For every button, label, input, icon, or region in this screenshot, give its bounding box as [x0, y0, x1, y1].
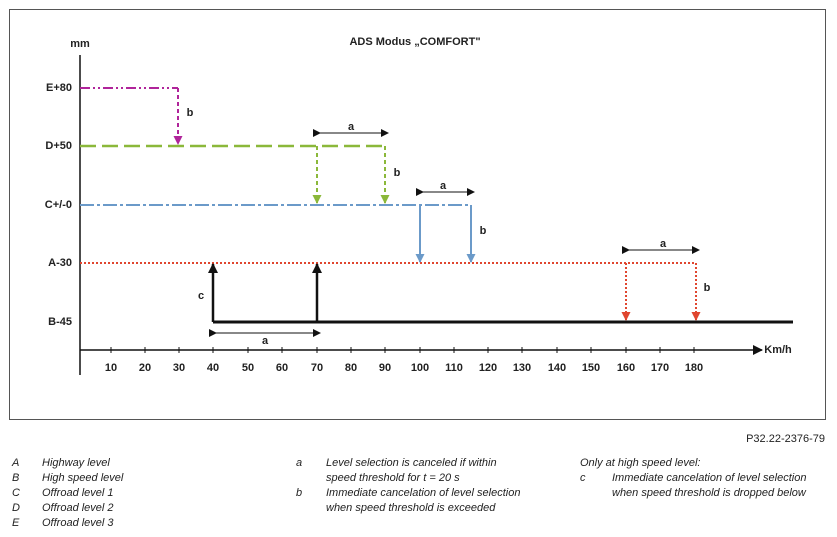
legend-key: A — [12, 457, 20, 469]
x-tick-label: 40 — [207, 362, 219, 374]
marker-label: a — [440, 180, 447, 192]
x-tick-label: 100 — [411, 362, 429, 374]
frame — [9, 9, 826, 420]
note-heading: Only at high speed level: — [580, 457, 701, 469]
legend-text: Highway level — [42, 457, 110, 469]
reference: P32.22-2376-79 — [746, 433, 825, 445]
note-text: Immediate cancelation of level selection… — [326, 487, 521, 514]
diagram: ADS Modus „COMFORT" mm Km/h E+80 D+50 C+/-… — [9, 9, 826, 420]
note-key: c — [580, 472, 586, 484]
x-tick-label: 160 — [617, 362, 635, 374]
marker-label: b — [480, 225, 487, 237]
legend-text: Offroad level 3 — [42, 517, 114, 529]
legend-text: High speed level — [42, 472, 124, 484]
x-unit: Km/h — [764, 344, 792, 356]
legend-key: E — [12, 517, 20, 529]
x-tick-label: 170 — [651, 362, 669, 374]
marker-label: c — [198, 290, 204, 302]
legend-key: D — [12, 502, 20, 514]
x-tick-label: 120 — [479, 362, 497, 374]
x-tick-label: 90 — [379, 362, 391, 374]
x-tick-label: 150 — [582, 362, 600, 374]
marker-label: b — [187, 107, 194, 119]
x-tick-label: 70 — [311, 362, 323, 374]
level-label: C+/-0 — [45, 199, 72, 211]
x-tick-label: 110 — [445, 362, 463, 374]
x-tick-label: 50 — [242, 362, 254, 374]
x-tick-label: 30 — [173, 362, 185, 374]
x-tick-label: 180 — [685, 362, 703, 374]
marker-label: a — [262, 335, 269, 347]
note-text: Immediate cancelation of level selection… — [612, 472, 807, 499]
marker-label: a — [348, 121, 355, 133]
x-tick-label: 80 — [345, 362, 357, 374]
note-key: a — [296, 457, 303, 469]
marker-label: b — [394, 167, 401, 179]
level-label: A-30 — [48, 257, 72, 269]
x-tick-label: 60 — [276, 362, 288, 374]
level-label: D+50 — [45, 140, 72, 152]
x-tick-label: 130 — [513, 362, 531, 374]
note-key: b — [296, 487, 303, 499]
title: ADS Modus „COMFORT" — [349, 36, 480, 48]
level-label: E+80 — [46, 82, 72, 94]
x-tick-label: 10 — [105, 362, 117, 374]
level-label: B-45 — [48, 316, 72, 328]
marker-label: b — [704, 282, 711, 294]
marker-label: a — [660, 238, 667, 250]
note-text: Level selection is canceled if within sp… — [326, 457, 497, 484]
legend-text: Offroad level 2 — [42, 502, 114, 514]
x-tick-label: 20 — [139, 362, 151, 374]
legend-text: Offroad level 1 — [42, 487, 114, 499]
x-tick-label: 140 — [548, 362, 566, 374]
legend-key: C — [12, 487, 20, 499]
legend-key: B — [12, 472, 20, 484]
y-unit: mm — [70, 38, 90, 50]
